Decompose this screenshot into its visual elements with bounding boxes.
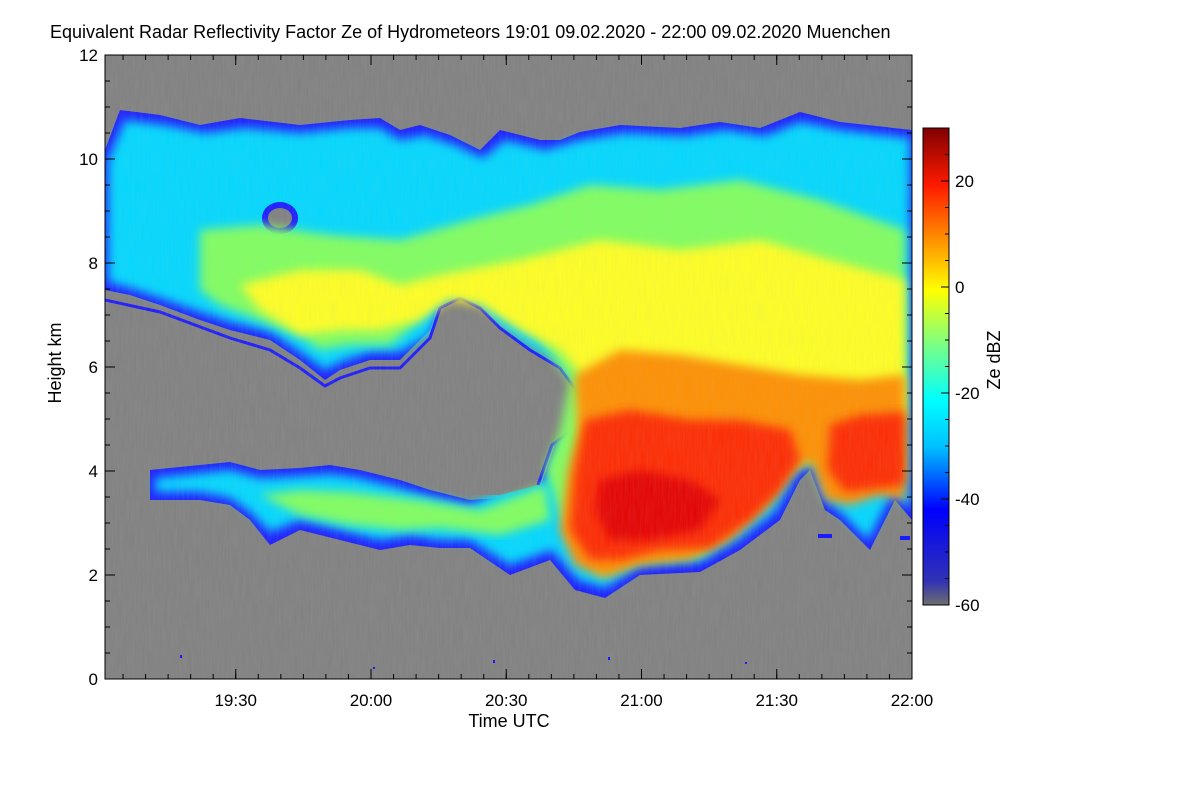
y-axis-title: Height km bbox=[45, 322, 65, 403]
x-tick-label: 22:00 bbox=[891, 691, 934, 710]
y-tick-label: 8 bbox=[89, 254, 98, 273]
colorbar bbox=[922, 127, 950, 606]
chart-title: Equivalent Radar Reflectivity Factor Ze … bbox=[50, 22, 891, 42]
y-tick-label: 12 bbox=[79, 46, 98, 65]
y-tick-label: 10 bbox=[79, 150, 98, 169]
colorbar-axis: 20 0 -20 -40 -60 bbox=[941, 127, 980, 615]
cbar-tick-label: 0 bbox=[955, 278, 964, 297]
noise-specks bbox=[180, 534, 910, 669]
y-tick-label: 4 bbox=[89, 462, 98, 481]
cbar-tick-label: -40 bbox=[955, 490, 980, 509]
reflectivity-field bbox=[105, 55, 912, 679]
y-tick-label: 6 bbox=[89, 358, 98, 377]
x-axis: 19:30 20:00 20:30 21:00 21:30 22:00 bbox=[122, 55, 934, 710]
x-axis-title: Time UTC bbox=[468, 711, 549, 731]
y-axis: 0 2 4 6 8 10 12 bbox=[79, 46, 912, 689]
x-tick-label: 20:00 bbox=[350, 691, 393, 710]
cbar-tick-label: -20 bbox=[955, 384, 980, 403]
cbar-tick-label: -60 bbox=[955, 596, 980, 615]
x-tick-label: 21:30 bbox=[755, 691, 798, 710]
cbar-tick-label: 20 bbox=[955, 172, 974, 191]
texture-overlay bbox=[105, 55, 912, 679]
y-tick-label: 0 bbox=[89, 670, 98, 689]
x-tick-label: 21:00 bbox=[620, 691, 663, 710]
x-tick-label: 19:30 bbox=[214, 691, 257, 710]
colorbar-title: Ze dBZ bbox=[984, 330, 1004, 389]
y-tick-label: 2 bbox=[89, 566, 98, 585]
x-tick-label: 20:30 bbox=[485, 691, 528, 710]
